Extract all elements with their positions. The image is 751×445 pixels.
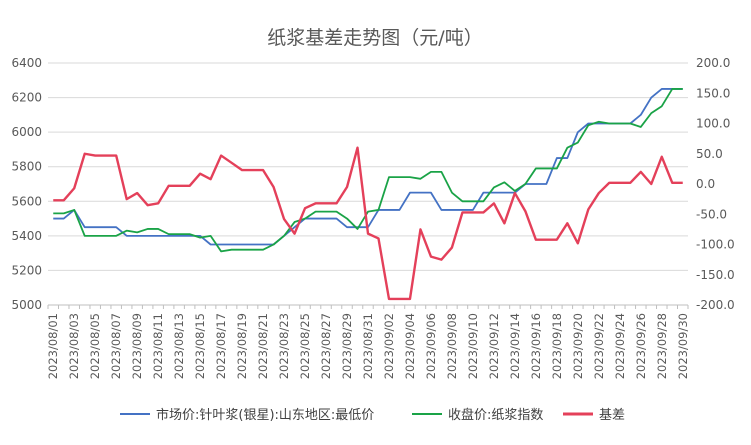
x-tick-label: 2023/09/30 <box>676 313 690 379</box>
left-y-tick-label: 6200 <box>11 91 42 105</box>
x-tick-label: 2023/08/11 <box>151 313 165 379</box>
right-y-tick-label: -150.0 <box>696 268 735 282</box>
x-tick-label: 2023/08/05 <box>88 313 102 379</box>
x-tick-label: 2023/08/01 <box>46 313 60 379</box>
x-tick-label: 2023/09/04 <box>403 313 417 379</box>
x-tick-label: 2023/09/18 <box>550 313 564 379</box>
x-tick-label: 2023/08/09 <box>130 313 144 379</box>
right-y-tick-label: -50.0 <box>696 207 727 221</box>
x-tick-label: 2023/09/10 <box>466 313 480 379</box>
series-layer <box>53 88 683 301</box>
right-y-tick-label: 200.0 <box>696 56 730 70</box>
x-tick-label: 2023/08/19 <box>235 313 249 379</box>
right-y-tick-label: 100.0 <box>696 117 730 131</box>
left-y-tick-label: 5400 <box>11 229 42 243</box>
right-y-tick-label: 50.0 <box>696 147 723 161</box>
x-tick-label: 2023/08/17 <box>214 313 228 379</box>
x-axis: 2023/08/01 2023/08/03 2023/08/05 2023/08/07… <box>46 304 690 379</box>
x-tick-label: 2023/09/16 <box>529 313 543 379</box>
right-y-tick-label: -100.0 <box>696 238 735 252</box>
x-tick-label: 2023/09/20 <box>571 313 585 379</box>
left-y-tick-label: 5200 <box>11 263 42 277</box>
x-tick-label: 2023/08/03 <box>67 313 81 379</box>
x-tick-label: 2023/09/14 <box>508 313 522 379</box>
x-tick-label: 2023/09/28 <box>655 313 669 379</box>
x-tick-label: 2023/08/27 <box>319 313 333 379</box>
x-tick-label: 2023/08/25 <box>298 313 312 379</box>
x-tick-label: 2023/08/23 <box>277 313 291 379</box>
left-y-tick-label: 5000 <box>11 298 42 312</box>
series-line-2 <box>53 146 683 301</box>
legend-label: 基差 <box>599 408 625 423</box>
series-line-1 <box>53 88 683 253</box>
left-y-tick-label: 5800 <box>11 160 42 174</box>
right-y-axis: -200.0 -150.0 -100.0 -50.0 0.0 50.0 100.0 150.0… <box>696 56 735 312</box>
left-y-axis: 5000 5200 5400 5600 5800 6000 6200 6400 <box>11 56 42 312</box>
chart-title: 纸浆基差走势图（元/吨） <box>267 27 482 49</box>
x-tick-label: 2023/09/22 <box>592 313 606 379</box>
legend-label: 市场价:针叶浆(银星):山东地区:最低价 <box>156 407 374 423</box>
x-tick-label: 2023/09/26 <box>634 313 648 379</box>
x-tick-label: 2023/08/13 <box>172 313 186 379</box>
x-tick-label: 2023/08/07 <box>109 313 123 379</box>
legend-label: 收盘价:纸浆指数 <box>448 407 543 423</box>
x-tick-label: 2023/09/06 <box>424 313 438 379</box>
right-y-tick-label: 0.0 <box>696 177 715 191</box>
x-tick-label: 2023/09/08 <box>445 313 459 379</box>
x-tick-label: 2023/09/02 <box>382 313 396 379</box>
x-tick-label: 2023/08/31 <box>361 313 375 379</box>
left-y-tick-label: 6400 <box>11 56 42 70</box>
left-y-tick-label: 5600 <box>11 194 42 208</box>
x-tick-label: 2023/09/12 <box>487 313 501 379</box>
x-tick-label: 2023/08/21 <box>256 313 270 379</box>
x-tick-label: 2023/09/24 <box>613 313 627 379</box>
right-y-tick-label: 150.0 <box>696 86 730 100</box>
x-tick-label: 2023/08/15 <box>193 313 207 379</box>
legend: 市场价:针叶浆(银星):山东地区:最低价 收盘价:纸浆指数 基差 <box>120 407 625 423</box>
left-y-tick-label: 6000 <box>11 125 42 139</box>
x-tick-label: 2023/08/29 <box>340 313 354 379</box>
grid-lines <box>48 62 688 306</box>
right-y-tick-label: -200.0 <box>696 298 735 312</box>
